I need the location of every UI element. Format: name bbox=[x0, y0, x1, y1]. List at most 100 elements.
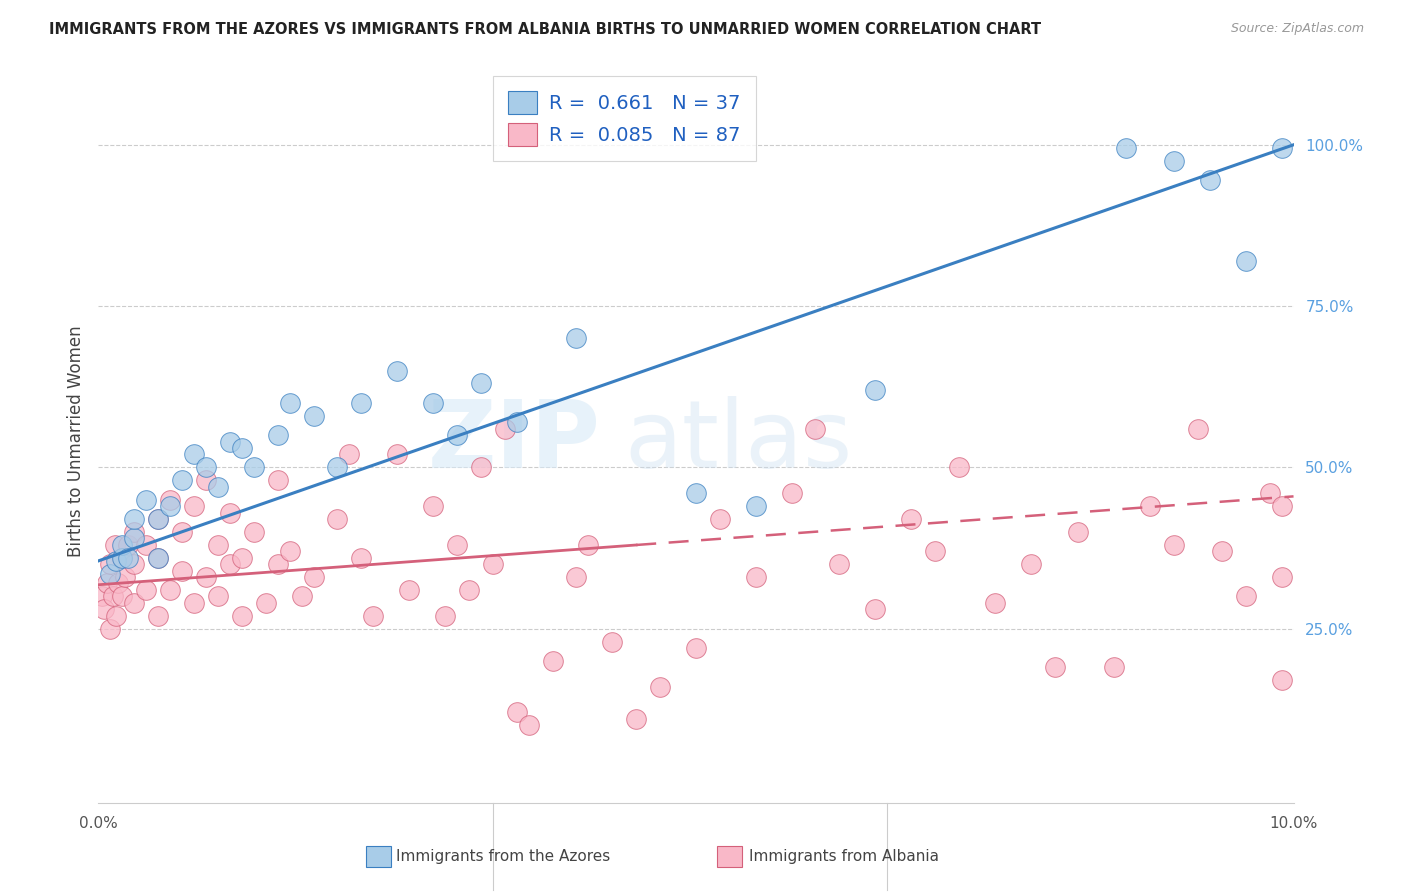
Point bbox=[446, 538, 468, 552]
Point bbox=[326, 460, 349, 475]
Point bbox=[231, 441, 253, 455]
Point bbox=[578, 538, 600, 552]
Point bbox=[470, 460, 492, 475]
Point bbox=[709, 512, 731, 526]
Point bbox=[124, 531, 146, 545]
Point bbox=[159, 582, 181, 597]
Point bbox=[111, 538, 134, 552]
Point bbox=[148, 550, 170, 565]
Point bbox=[117, 550, 139, 565]
Point bbox=[104, 538, 127, 552]
Point bbox=[302, 570, 325, 584]
Point bbox=[254, 596, 277, 610]
Point bbox=[159, 492, 181, 507]
Point bbox=[745, 499, 768, 513]
Point bbox=[626, 712, 648, 726]
Point bbox=[135, 538, 157, 552]
Point bbox=[385, 447, 409, 461]
Point bbox=[135, 492, 157, 507]
Point bbox=[183, 499, 205, 513]
Point bbox=[98, 622, 122, 636]
Point bbox=[172, 564, 194, 578]
Point bbox=[1163, 538, 1185, 552]
Y-axis label: Births to Unmarried Women: Births to Unmarried Women bbox=[66, 326, 84, 558]
Text: atlas: atlas bbox=[624, 395, 852, 488]
Point bbox=[1104, 660, 1126, 674]
Point bbox=[267, 557, 290, 571]
Point bbox=[1234, 254, 1257, 268]
Point bbox=[91, 590, 114, 604]
Point bbox=[124, 524, 146, 539]
Point bbox=[207, 538, 229, 552]
Point bbox=[93, 602, 115, 616]
Point bbox=[117, 538, 139, 552]
Legend: R =  0.661   N = 37, R =  0.085   N = 87: R = 0.661 N = 37, R = 0.085 N = 87 bbox=[492, 76, 756, 161]
Point bbox=[1258, 486, 1281, 500]
Point bbox=[865, 383, 887, 397]
Point bbox=[458, 582, 481, 597]
Point bbox=[506, 415, 529, 429]
Point bbox=[1199, 173, 1222, 187]
Point bbox=[98, 566, 122, 581]
Point bbox=[148, 512, 170, 526]
Point bbox=[745, 570, 768, 584]
Point bbox=[111, 590, 134, 604]
Point bbox=[219, 557, 242, 571]
Point bbox=[865, 602, 887, 616]
Point bbox=[291, 590, 314, 604]
Point bbox=[494, 422, 516, 436]
Point bbox=[398, 582, 420, 597]
Point bbox=[148, 512, 170, 526]
Point bbox=[172, 524, 194, 539]
Point bbox=[96, 576, 118, 591]
Text: Immigrants from the Azores: Immigrants from the Azores bbox=[396, 849, 610, 863]
Point bbox=[302, 409, 325, 423]
Point bbox=[195, 460, 218, 475]
Point bbox=[541, 654, 564, 668]
Point bbox=[685, 640, 707, 655]
Point bbox=[685, 486, 707, 500]
Point bbox=[278, 396, 301, 410]
Point bbox=[159, 499, 181, 513]
Point bbox=[111, 550, 134, 565]
Point bbox=[350, 550, 373, 565]
Point bbox=[219, 434, 242, 449]
Point bbox=[804, 422, 827, 436]
Point bbox=[207, 480, 229, 494]
Point bbox=[506, 706, 529, 720]
Point bbox=[278, 544, 301, 558]
Point bbox=[565, 331, 588, 345]
Point bbox=[1271, 499, 1294, 513]
Point bbox=[1139, 499, 1161, 513]
Point bbox=[350, 396, 373, 410]
Point bbox=[650, 680, 672, 694]
Point bbox=[124, 557, 146, 571]
Point bbox=[602, 634, 624, 648]
Point bbox=[422, 499, 444, 513]
Point bbox=[422, 396, 444, 410]
Point bbox=[101, 590, 124, 604]
Point bbox=[924, 544, 946, 558]
Point bbox=[385, 363, 409, 377]
Point bbox=[1271, 141, 1294, 155]
Point bbox=[1211, 544, 1233, 558]
Point bbox=[1271, 673, 1294, 688]
Point bbox=[183, 596, 205, 610]
Point bbox=[780, 486, 803, 500]
Point bbox=[267, 473, 290, 487]
Point bbox=[172, 473, 194, 487]
Point bbox=[219, 506, 242, 520]
Point bbox=[517, 718, 540, 732]
Point bbox=[470, 376, 492, 391]
Point bbox=[105, 554, 128, 568]
Point bbox=[111, 550, 134, 565]
Text: IMMIGRANTS FROM THE AZORES VS IMMIGRANTS FROM ALBANIA BIRTHS TO UNMARRIED WOMEN : IMMIGRANTS FROM THE AZORES VS IMMIGRANTS… bbox=[49, 22, 1042, 37]
Point bbox=[207, 590, 229, 604]
Point bbox=[124, 596, 146, 610]
Point bbox=[231, 550, 253, 565]
Point bbox=[195, 473, 218, 487]
Point bbox=[948, 460, 970, 475]
Point bbox=[828, 557, 851, 571]
Text: Source: ZipAtlas.com: Source: ZipAtlas.com bbox=[1230, 22, 1364, 36]
Point bbox=[339, 447, 361, 461]
